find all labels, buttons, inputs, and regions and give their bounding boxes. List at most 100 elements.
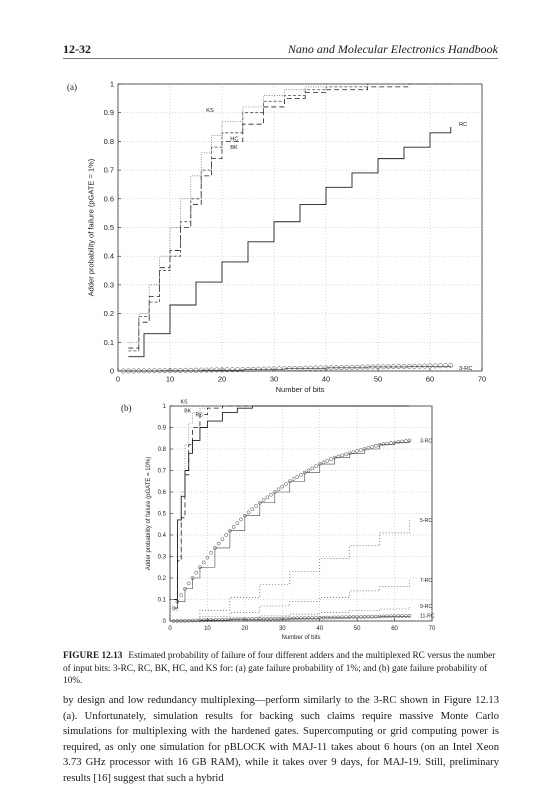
y-tick-label: 1 bbox=[110, 80, 114, 89]
y-axis-label: Adder probability of failure (pGATE = 1%… bbox=[86, 158, 95, 296]
series-3-rc-point bbox=[375, 364, 381, 370]
series-11-rc-point bbox=[246, 617, 251, 622]
series-11-rc-point bbox=[257, 617, 262, 621]
panel-a-label: (a) bbox=[67, 82, 77, 92]
series-3-rc-point bbox=[284, 482, 288, 486]
y-tick-label: 0.4 bbox=[104, 252, 114, 261]
series-rc-line bbox=[173, 405, 410, 600]
series-3-rc-point bbox=[432, 363, 438, 369]
series-3-rc-point bbox=[250, 366, 256, 372]
series-3-rc-point bbox=[297, 365, 303, 371]
series-3-rc-point bbox=[400, 439, 404, 444]
series-3-rc-point bbox=[302, 470, 307, 475]
series-11-rc-point bbox=[381, 614, 386, 619]
series-11-rc-point bbox=[310, 616, 315, 620]
series-3-rc-point bbox=[193, 367, 199, 373]
x-axis-label: Number of bits bbox=[276, 385, 325, 394]
series-11-rc-point bbox=[205, 618, 210, 623]
series-11-rc-point bbox=[325, 615, 330, 620]
series-3-rc-point bbox=[198, 367, 204, 373]
series-3-rc-point bbox=[172, 368, 178, 373]
series-3-rc-point bbox=[175, 599, 180, 604]
x-tick-label: 30 bbox=[270, 375, 278, 384]
series-3-rc-point bbox=[171, 606, 176, 610]
series-label: KS bbox=[180, 400, 187, 406]
series-11-rc-point bbox=[272, 616, 277, 621]
x-tick-label: 50 bbox=[354, 626, 361, 632]
series-3-rc-point bbox=[245, 367, 251, 372]
y-tick-label: 0.6 bbox=[104, 194, 114, 203]
series-label: 3-RC bbox=[459, 366, 473, 372]
series-label: 7-RC bbox=[420, 578, 432, 584]
series-3-rc-point bbox=[291, 477, 296, 481]
page-number: 12-32 bbox=[63, 42, 91, 56]
series-11-rc-point bbox=[186, 618, 191, 623]
series-3-rc-point bbox=[332, 455, 337, 460]
series-3-rc-point bbox=[396, 440, 401, 444]
y-tick-label: 0 bbox=[163, 619, 167, 625]
series-11-rc-point bbox=[366, 614, 371, 619]
series-label: KS bbox=[206, 108, 214, 114]
series-3-rc-line bbox=[173, 440, 410, 609]
series-3-rc-point bbox=[272, 490, 277, 494]
y-tick-label: 0.9 bbox=[158, 426, 167, 432]
series-3-rc-point bbox=[141, 368, 147, 374]
series-11-rc-point bbox=[280, 616, 285, 621]
y-tick-label: 0.3 bbox=[104, 280, 114, 289]
y-tick-label: 0.5 bbox=[104, 223, 114, 232]
series-3-rc-point bbox=[299, 472, 303, 477]
series-3-rc-point bbox=[370, 364, 376, 370]
series-11-rc-point bbox=[314, 616, 318, 620]
series-11-rc-point bbox=[295, 616, 300, 621]
panel-b-label: (b) bbox=[121, 403, 132, 413]
y-tick-label: 0.4 bbox=[158, 533, 167, 539]
y-tick-label: 0.3 bbox=[158, 555, 167, 561]
x-tick-label: 20 bbox=[218, 375, 226, 384]
series-3-rc-point bbox=[269, 492, 273, 497]
series-3-rc-point bbox=[136, 368, 142, 374]
series-label: BK bbox=[230, 145, 238, 151]
series-11-rc-point bbox=[374, 614, 378, 619]
series-label: BK bbox=[184, 408, 191, 414]
series-3-rc-point bbox=[365, 364, 371, 370]
y-tick-label: 0.8 bbox=[104, 137, 114, 146]
header-rule bbox=[63, 58, 498, 59]
series-3-rc-point bbox=[246, 510, 251, 515]
series-3-rc-point bbox=[265, 495, 270, 500]
y-tick-label: 1 bbox=[163, 404, 167, 410]
series-3-rc-point bbox=[276, 487, 281, 492]
series-3-rc-point bbox=[243, 513, 247, 518]
series-3-rc-point bbox=[347, 451, 352, 456]
series-3-rc-point bbox=[261, 366, 267, 372]
y-tick-label: 0.8 bbox=[158, 447, 167, 453]
series-3-rc-point bbox=[403, 439, 408, 443]
series-7-rc-line bbox=[173, 580, 410, 622]
series-3-rc-point bbox=[209, 550, 214, 555]
series-3-rc-point bbox=[131, 368, 137, 374]
series-11-rc-point bbox=[220, 618, 225, 622]
series-3-rc-point bbox=[388, 441, 393, 445]
series-3-rc-point bbox=[255, 366, 261, 372]
series-3-rc-point bbox=[220, 537, 225, 542]
series-3-rc-point bbox=[162, 368, 168, 374]
series-3-rc-point bbox=[188, 367, 194, 373]
x-tick-label: 20 bbox=[242, 626, 249, 632]
series-9-rc-line bbox=[173, 607, 410, 622]
x-tick-label: 10 bbox=[204, 626, 211, 632]
series-11-rc-point bbox=[362, 614, 367, 619]
series-3-rc-point bbox=[391, 364, 397, 370]
series-3-rc-point bbox=[323, 365, 329, 371]
chart-a-group: 0 10 20 30 40 50 60 70 0 0.1 0.2 0.3 0.4 0.5 0.6 0.7 0.8… bbox=[86, 80, 486, 395]
series-3-rc-point bbox=[396, 364, 402, 370]
x-tick-label: 40 bbox=[316, 626, 323, 632]
x-axis-label: Number of bits bbox=[281, 635, 320, 641]
series-11-rc-point bbox=[216, 618, 221, 622]
series-label: HC bbox=[230, 137, 238, 143]
x-tick-label: 50 bbox=[374, 375, 382, 384]
series-3-rc-point bbox=[229, 367, 235, 373]
series-3-rc-point bbox=[328, 365, 334, 371]
series-3-rc-point bbox=[125, 368, 131, 374]
series-11-rc-point bbox=[396, 614, 401, 618]
series-11-rc-point bbox=[291, 616, 296, 621]
